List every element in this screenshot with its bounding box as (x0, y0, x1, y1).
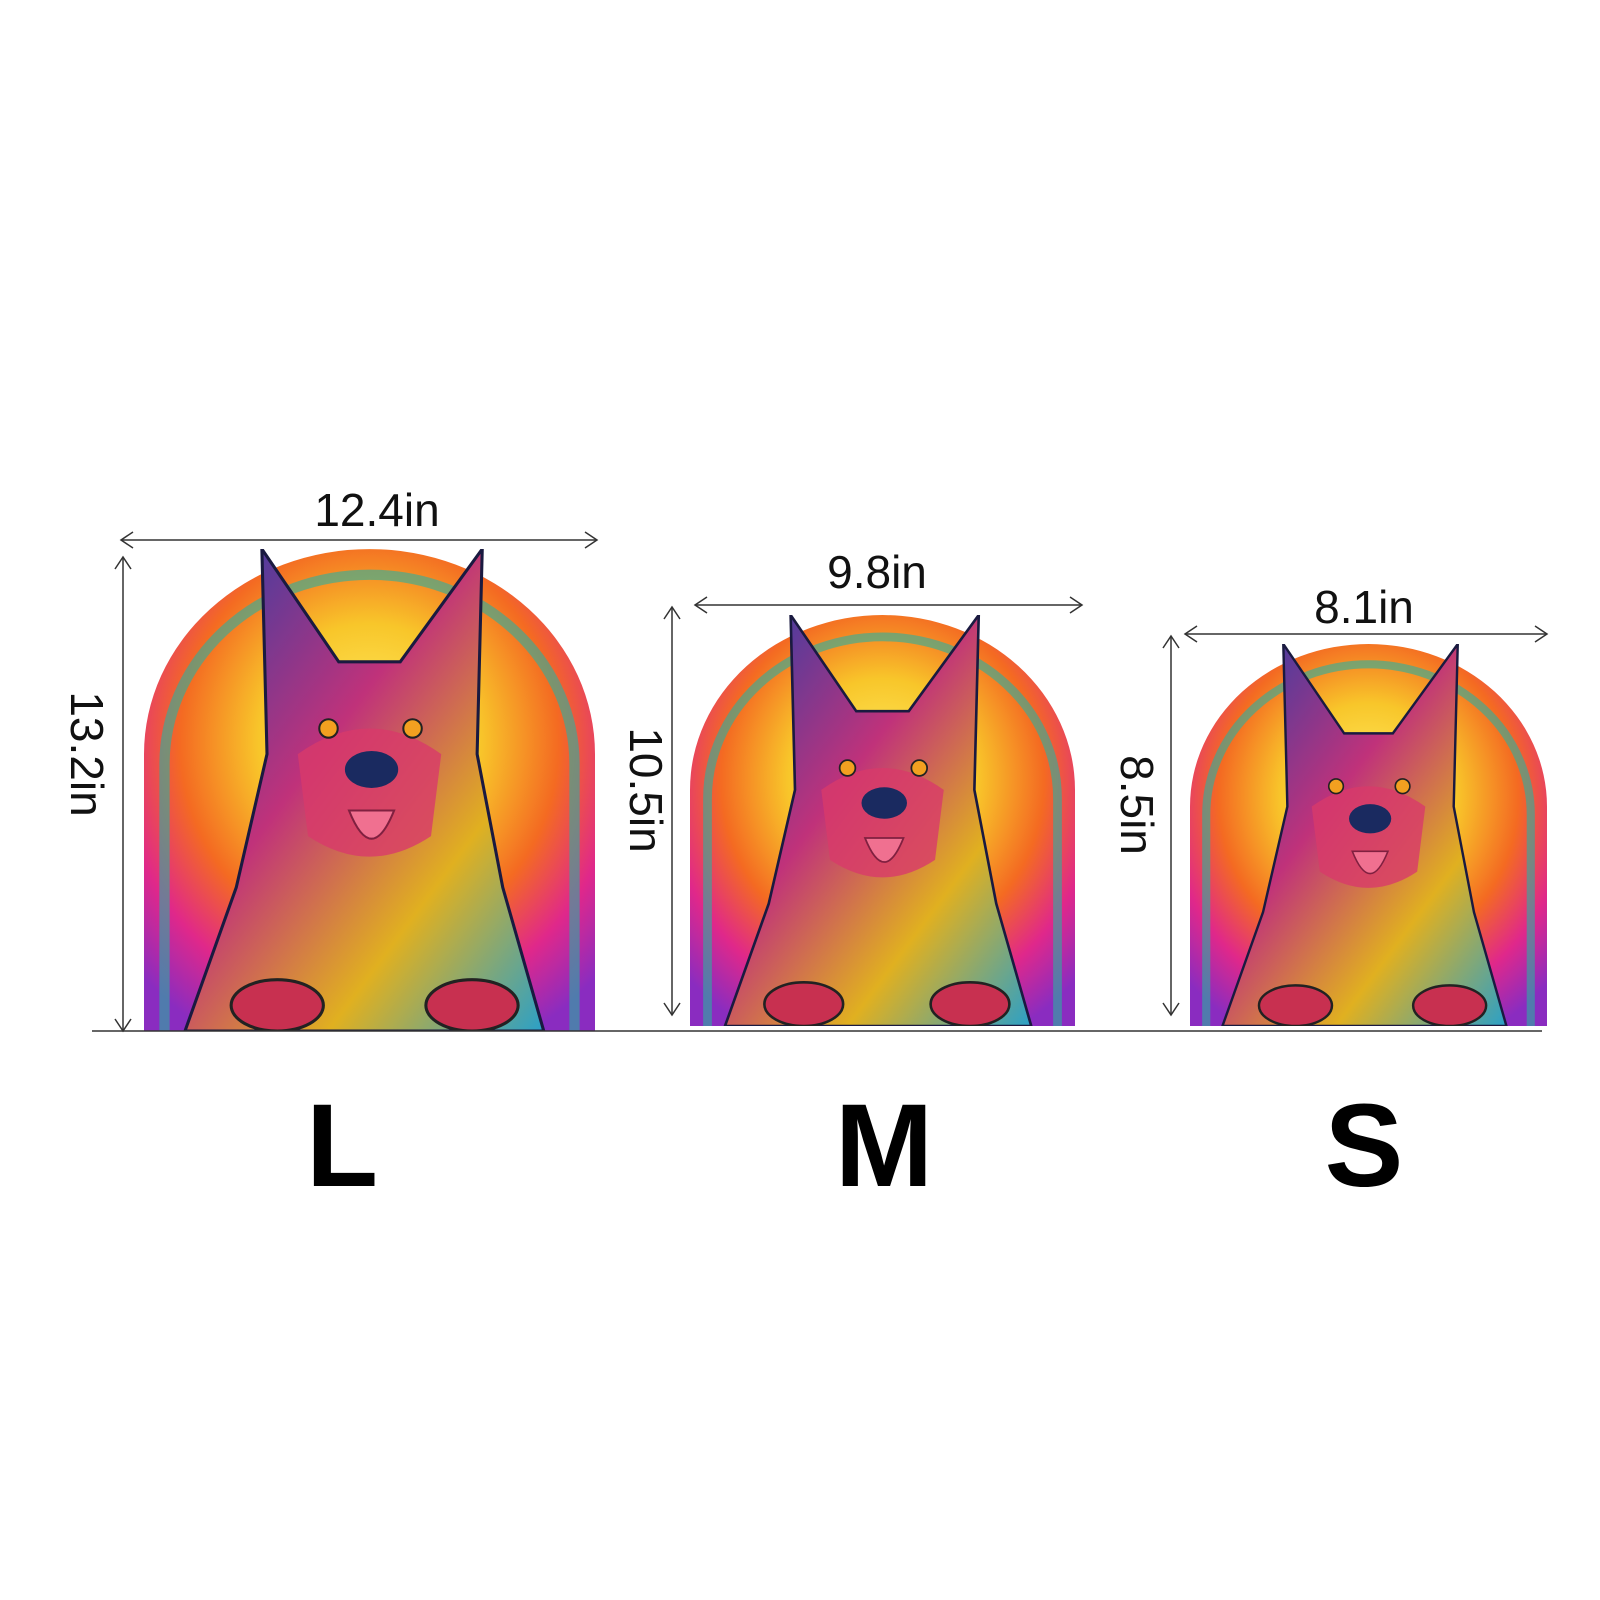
width-arrow-large (119, 531, 599, 549)
width-label-medium: 9.8in (827, 546, 927, 598)
height-label-large: 13.2in (61, 691, 113, 817)
size-label-small: S (1324, 1080, 1404, 1212)
width-arrow-medium (693, 596, 1084, 614)
size-label-large: L (305, 1080, 379, 1212)
height-arrow-small (1162, 634, 1180, 1017)
width-arrow-small (1183, 625, 1549, 643)
width-label-small: 8.1in (1314, 581, 1414, 633)
height-label-medium: 10.5in (620, 727, 672, 853)
height-label-small: 8.5in (1111, 755, 1163, 855)
height-arrow-large (114, 555, 132, 1033)
width-label-large: 12.4in (314, 484, 440, 536)
height-arrow-medium (663, 605, 681, 1017)
size-label-medium: M (834, 1080, 934, 1212)
